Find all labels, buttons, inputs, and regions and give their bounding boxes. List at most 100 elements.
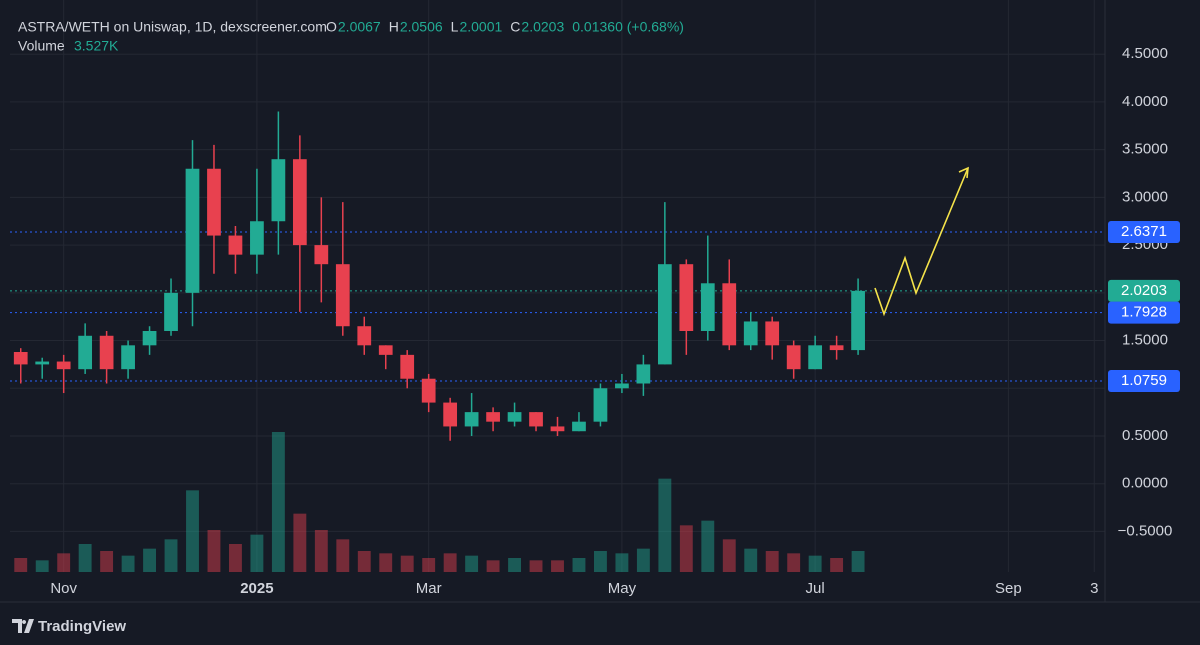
volume-bar (594, 551, 607, 572)
forecast-arrow (874, 167, 969, 317)
volume-bar (744, 548, 758, 572)
volume-bar (808, 555, 822, 572)
candle-body (486, 412, 500, 422)
candle-body (56, 361, 71, 370)
candle-body (743, 321, 758, 346)
arrow-head (958, 166, 969, 179)
candle-body (421, 378, 436, 403)
ohlc-key: L (451, 19, 459, 35)
x-tick-label: 2025 (240, 580, 273, 597)
candle-body (829, 345, 844, 351)
volume-bar (35, 560, 49, 572)
y-tick-label: 0.0000 (1122, 475, 1168, 492)
y-tick-label: 0.5000 (1122, 427, 1168, 444)
candle-body (529, 412, 543, 427)
volume-bar (250, 534, 264, 572)
candle-body (657, 264, 672, 365)
candle-body (13, 352, 28, 365)
change: 0.01360 (+0.68%) (572, 19, 684, 35)
price-tag-label: 2.0203 (1121, 282, 1167, 299)
volume-bar (143, 548, 156, 572)
y-tick-label: −0.5000 (1118, 522, 1173, 539)
legend: ASTRA/WETH on Uniswap, 1D, dexscreener.c… (18, 19, 684, 54)
candle-body (593, 388, 608, 422)
candle-body (507, 412, 522, 422)
volume-bar (722, 539, 736, 572)
y-tick-label: 4.5000 (1122, 45, 1168, 62)
x-tick-label: May (608, 580, 637, 597)
volume-bar (314, 530, 328, 572)
volume-bar (679, 525, 693, 572)
volume-bar (336, 539, 350, 572)
price-tag (1108, 279, 1180, 302)
volume-bar (636, 548, 650, 572)
candle-body (207, 168, 221, 236)
price-tag (1108, 221, 1180, 244)
volume-bar (229, 544, 242, 572)
volume-bar (486, 560, 500, 572)
candle-body (572, 421, 586, 432)
volume-bar (765, 551, 779, 572)
candle-body (250, 221, 264, 255)
candle-body (378, 345, 393, 355)
ohlc-key: H (389, 19, 399, 35)
candle-body (615, 383, 629, 389)
y-tick-label: 3.0000 (1122, 188, 1168, 205)
ohlc: O 2.0067 H 2.0506 L 2.0001 C 2.0203 0.01360 (+0.… (326, 19, 684, 35)
candle-body (808, 345, 823, 370)
candle-body (271, 159, 286, 222)
volume-bar (787, 553, 801, 572)
candle-body (851, 290, 865, 351)
volume-value: 3.527K (74, 38, 119, 54)
volume-bar (78, 544, 92, 572)
volume-bar (615, 553, 629, 572)
candle-body (185, 168, 200, 293)
candle-body (142, 331, 157, 346)
candle-body (292, 159, 307, 246)
volume-bar (14, 558, 28, 572)
symbol-title: ASTRA/WETH on Uniswap, 1D, dexscreener.c… (18, 19, 327, 35)
volume-bar (508, 558, 521, 572)
volume-bar (830, 558, 844, 572)
volume-bar (572, 558, 586, 572)
ohlc-value: 2.0067 (338, 19, 381, 35)
price-tag-label: 1.0759 (1121, 372, 1167, 389)
price-tag (1108, 370, 1180, 393)
ohlc-key: C (510, 19, 520, 35)
volume-bar (293, 513, 307, 572)
price-tag-label: 2.6371 (1121, 223, 1167, 240)
volume-bar (271, 432, 285, 572)
brand-logo: TradingView (12, 618, 126, 635)
candle-body (400, 354, 415, 379)
x-tick-label: Jul (806, 580, 825, 597)
candle-body (35, 361, 50, 365)
candle-body (786, 345, 801, 370)
candle-body (679, 264, 694, 332)
brand-name: TradingView (38, 618, 126, 635)
y-tick-label: 1.5000 (1122, 332, 1168, 349)
x-tick-label: 3 (1090, 580, 1098, 597)
price-tag (1108, 301, 1180, 324)
candle-body (335, 264, 350, 327)
candle-body (99, 335, 114, 370)
volume-bar (121, 555, 135, 572)
plot (10, 111, 1105, 572)
y-tick-label: 3.5000 (1122, 141, 1168, 158)
ohlc-value: 2.0506 (400, 19, 443, 35)
candle-body (121, 345, 135, 370)
candle-body (700, 283, 715, 332)
volume-bar (465, 555, 479, 572)
volume-bar (186, 490, 199, 572)
logo-icon (12, 619, 34, 633)
candle-body (443, 402, 458, 427)
volume-bar (851, 551, 865, 572)
candle-body (357, 326, 372, 346)
candle-body (722, 283, 737, 346)
candle-body (228, 235, 243, 255)
volume-bar (443, 553, 457, 572)
volume-label: Volume (18, 38, 65, 54)
ohlc-value: 2.0001 (459, 19, 502, 35)
